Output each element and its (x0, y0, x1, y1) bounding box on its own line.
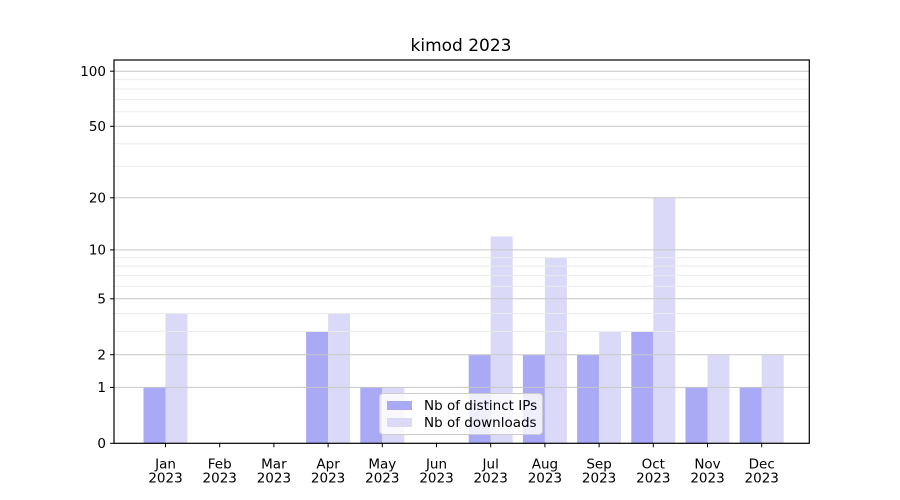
bar-downloads-oct (653, 197, 676, 444)
bar-distinct-ips-dec (739, 387, 762, 444)
bar-downloads-nov (707, 354, 730, 444)
bar-distinct-ips-sep (577, 354, 600, 444)
legend: Nb of distinct IPs Nb of downloads (379, 393, 543, 435)
x-tick-label-sep: Sep (586, 456, 611, 472)
x-tick-year-sep: 2023 (582, 470, 616, 486)
y-tick-label-1: 1 (97, 380, 106, 396)
x-tick-year-feb: 2023 (203, 470, 237, 486)
y-tick-label-5: 5 (97, 291, 106, 307)
x-tick-label-may: May (368, 456, 396, 472)
x-tick-label-mar: Mar (261, 456, 287, 472)
x-tick-year-may: 2023 (365, 470, 399, 486)
x-tick-label-jun: Jun (425, 456, 447, 472)
y-tick-label-2: 2 (97, 347, 106, 363)
x-tick-year-dec: 2023 (745, 470, 779, 486)
legend-item-distinct-ips: Nb of distinct IPs (387, 397, 538, 414)
axes-layer: 0125102050100Jan2023Feb2023Mar2023Apr202… (80, 59, 810, 486)
x-tick-year-jan: 2023 (148, 470, 182, 486)
bar-downloads-jul (490, 236, 513, 444)
y-tick-label-50: 50 (89, 119, 106, 135)
x-tick-year-apr: 2023 (311, 470, 345, 486)
x-tick-year-mar: 2023 (257, 470, 291, 486)
x-tick-year-jul: 2023 (474, 470, 508, 486)
legend-item-downloads: Nb of downloads (387, 414, 537, 431)
bar-distinct-ips-may (360, 387, 383, 444)
chart-title: kimod 2023 (411, 36, 512, 56)
legend-swatch-distinct-ips (387, 401, 412, 410)
y-tick-label-20: 20 (89, 190, 106, 206)
bars-layer (143, 197, 784, 444)
x-tick-label-apr: Apr (316, 456, 340, 472)
x-tick-label-jan: Jan (154, 456, 176, 472)
y-tick-label-10: 10 (89, 243, 106, 259)
bar-distinct-ips-jan (143, 387, 166, 444)
plot-border (113, 59, 810, 444)
x-tick-label-nov: Nov (694, 456, 720, 472)
x-tick-year-oct: 2023 (636, 470, 670, 486)
x-tick-label-jul: Jul (482, 456, 499, 472)
legend-label-distinct-ips: Nb of distinct IPs (424, 397, 538, 414)
legend-label-downloads: Nb of downloads (424, 414, 537, 431)
bar-downloads-dec (761, 354, 784, 444)
x-tick-year-jun: 2023 (419, 470, 453, 486)
bar-distinct-ips-nov (685, 387, 708, 444)
x-tick-label-feb: Feb (208, 456, 232, 472)
x-tick-label-aug: Aug (532, 456, 558, 472)
y-tick-label-0: 0 (97, 436, 106, 452)
bar-downloads-aug (544, 257, 567, 444)
x-tick-label-oct: Oct (642, 456, 665, 472)
x-tick-year-aug: 2023 (528, 470, 562, 486)
bar-downloads-jan (165, 313, 188, 444)
x-tick-year-nov: 2023 (690, 470, 724, 486)
x-tick-label-dec: Dec (749, 456, 775, 472)
y-tick-label-100: 100 (80, 64, 106, 80)
bar-downloads-apr (328, 313, 351, 444)
grid-layer (114, 70, 810, 388)
legend-swatch-downloads (387, 418, 412, 427)
